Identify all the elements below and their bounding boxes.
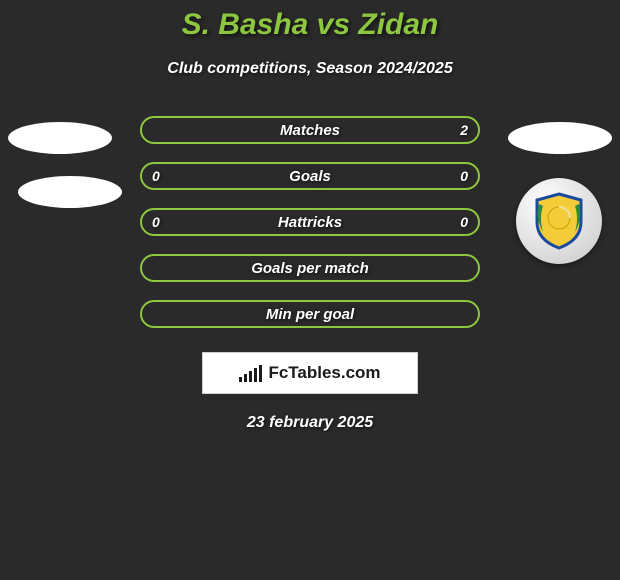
club-crest-right xyxy=(516,178,602,264)
stat-right-value: 2 xyxy=(460,122,468,138)
stat-label: Goals xyxy=(289,168,331,185)
stat-right-value: 0 xyxy=(460,214,468,230)
brand-name: FcTables.com xyxy=(268,363,380,383)
bar-chart-icon xyxy=(239,364,262,382)
stat-label: Hattricks xyxy=(278,214,342,231)
player-placeholder-right-1 xyxy=(508,122,612,154)
player-placeholder-left-1 xyxy=(8,122,112,154)
page-title: S. Basha vs Zidan xyxy=(182,8,439,42)
stat-row-hattricks: 0 Hattricks 0 xyxy=(140,208,480,236)
stats-list: Matches 2 0 Goals 0 0 Hattricks 0 Goals … xyxy=(140,116,480,328)
stat-row-goals-per-match: Goals per match xyxy=(140,254,480,282)
subtitle: Club competitions, Season 2024/2025 xyxy=(167,60,452,78)
stat-label: Goals per match xyxy=(251,260,369,277)
stat-row-goals: 0 Goals 0 xyxy=(140,162,480,190)
stat-label: Matches xyxy=(280,122,340,139)
stat-left-value: 0 xyxy=(152,214,160,230)
stat-left-value: 0 xyxy=(152,168,160,184)
date-text: 23 february 2025 xyxy=(247,414,373,432)
stat-row-matches: Matches 2 xyxy=(140,116,480,144)
stat-row-min-per-goal: Min per goal xyxy=(140,300,480,328)
stat-label: Min per goal xyxy=(266,306,354,323)
brand-watermark[interactable]: FcTables.com xyxy=(202,352,418,394)
stat-right-value: 0 xyxy=(460,168,468,184)
player-placeholder-left-2 xyxy=(18,176,122,208)
